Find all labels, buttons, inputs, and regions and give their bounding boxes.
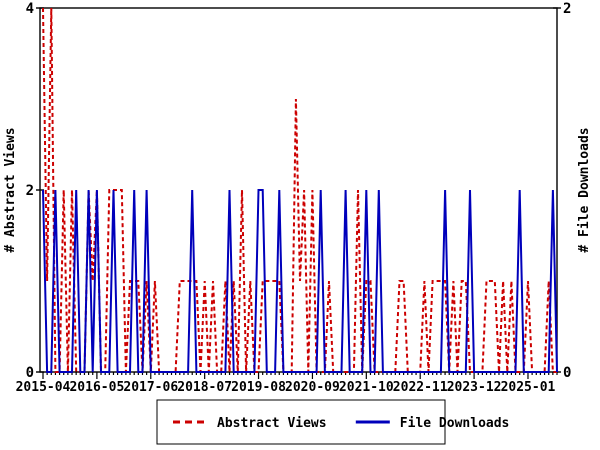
left-axis-title: # Abstract Views xyxy=(3,127,18,252)
x-axis-tick-label: 2025-01 xyxy=(501,380,556,395)
x-axis-tick-label: 2023-12 xyxy=(447,380,502,395)
x-axis-tick-label: 2021-10 xyxy=(339,380,394,395)
legend-item-abstract-views: Abstract Views xyxy=(173,416,327,431)
x-axis-tick-label: 2016-05 xyxy=(69,380,124,395)
series-file-downloads xyxy=(42,189,558,373)
x-axis-tick-label: 2019-08 xyxy=(231,380,286,395)
right-axis-tick-label: 2 xyxy=(563,1,571,17)
x-axis-tick-label: 2015-04 xyxy=(16,380,71,395)
right-axis-tick-label: 0 xyxy=(563,365,571,381)
left-axis-tick-label: 0 xyxy=(26,365,34,381)
legend: Abstract Views File Downloads xyxy=(156,399,510,445)
legend-item-file-downloads: File Downloads xyxy=(355,416,510,431)
x-axis-tick-label: 2022-11 xyxy=(393,380,448,395)
x-axis-tick-label: 2020-09 xyxy=(285,380,340,395)
left-axis-tick-label: 2 xyxy=(26,183,34,199)
legend-label: Abstract Views xyxy=(217,416,327,431)
series-abstract-views xyxy=(42,7,557,373)
left-axis-tick-label: 4 xyxy=(26,1,34,17)
right-axis-title: # File Downloads xyxy=(577,127,592,252)
legend-box xyxy=(156,399,446,445)
legend-label: File Downloads xyxy=(400,416,510,431)
x-axis-tick-label: 2018-07 xyxy=(177,380,232,395)
x-axis-tick-label: 2017-06 xyxy=(123,380,178,395)
